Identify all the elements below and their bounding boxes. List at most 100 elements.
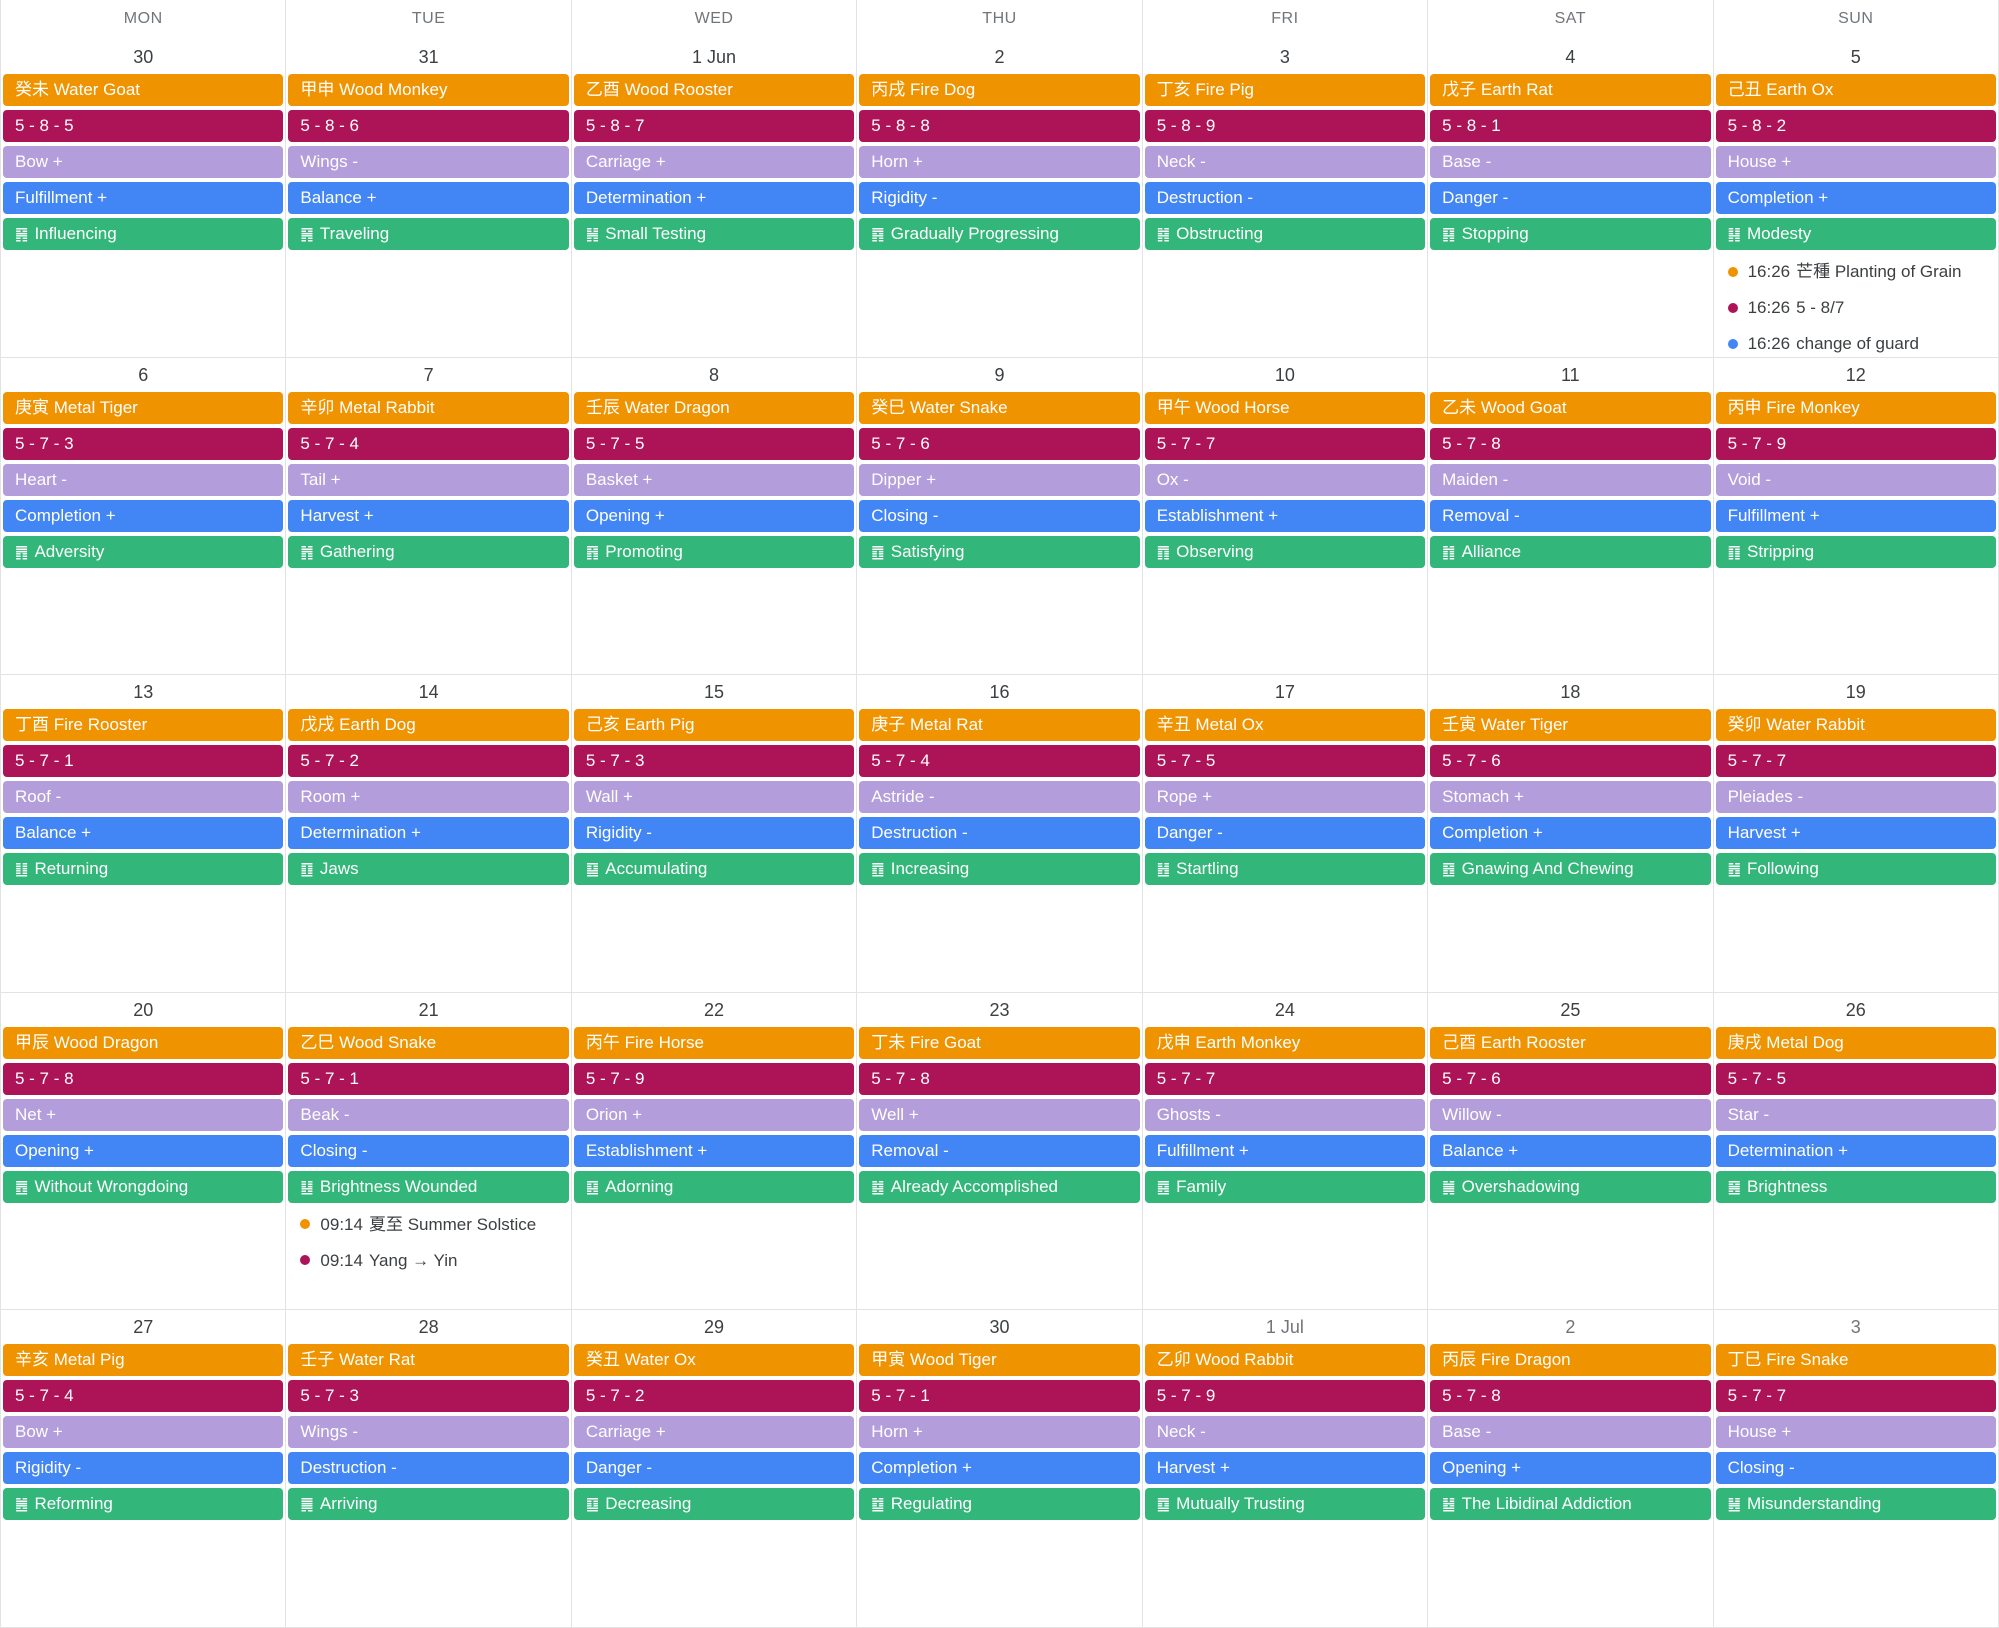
number-event-chip[interactable]: 5 - 7 - 9 xyxy=(573,1062,855,1095)
hexagram-event-chip[interactable]: ䷛ Overshadowing xyxy=(1430,1170,1711,1203)
number-event-chip[interactable]: 5 - 7 - 4 xyxy=(859,745,1140,778)
number-event-chip[interactable]: 5 - 8 - 1 xyxy=(1430,110,1711,142)
number-event-chip[interactable]: 5 - 7 - 7 xyxy=(1715,1380,1996,1413)
mansion-event-chip[interactable]: Willow - xyxy=(1430,1098,1711,1131)
mansion-event-chip[interactable]: Net + xyxy=(3,1098,284,1131)
ganzhi-event-chip[interactable]: 己亥 Earth Pig xyxy=(573,709,855,742)
ganzhi-event-chip[interactable]: 甲申 Wood Monkey xyxy=(288,74,569,106)
day-number[interactable]: 15 xyxy=(704,682,725,703)
hexagram-event-chip[interactable]: ䷳ Stopping xyxy=(1430,218,1711,250)
ganzhi-event-chip[interactable]: 乙未 Wood Goat xyxy=(1430,391,1711,424)
day-number[interactable]: 1 Jul xyxy=(1265,1317,1304,1338)
officer-event-chip[interactable]: Rigidity - xyxy=(859,182,1140,214)
officer-event-chip[interactable]: Establishment + xyxy=(573,1134,855,1167)
day-number[interactable]: 8 xyxy=(709,364,720,385)
officer-event-chip[interactable]: Rigidity - xyxy=(573,817,855,850)
officer-event-chip[interactable]: Destruction - xyxy=(288,1452,569,1485)
ganzhi-event-chip[interactable]: 戊戌 Earth Dog xyxy=(288,709,569,742)
day-number[interactable]: 10 xyxy=(1274,364,1295,385)
day-number[interactable]: 13 xyxy=(133,682,154,703)
day-cell[interactable]: 5 己丑 Earth Ox 5 - 8 - 2 House + Completion +… xyxy=(1713,40,1999,358)
day-cell[interactable]: 7 辛卯 Metal Rabbit 5 - 7 - 4 Tail + Harvest +… xyxy=(286,357,572,676)
hexagram-event-chip[interactable]: ䷚ Jaws xyxy=(288,853,569,886)
timed-event[interactable]: 16:26 芒種 Planting of Grain xyxy=(1716,254,1996,290)
hexagram-event-chip[interactable]: ䷕ Adorning xyxy=(573,1170,855,1203)
hexagram-event-chip[interactable]: ䷝ Brightness xyxy=(1715,1170,1996,1203)
day-number[interactable]: 17 xyxy=(1274,682,1295,703)
mansion-event-chip[interactable]: Roof - xyxy=(3,781,284,814)
ganzhi-event-chip[interactable]: 丁巳 Fire Snake xyxy=(1715,1344,1996,1377)
day-cell[interactable]: 1 Jun 乙酉 Wood Rooster 5 - 8 - 7 Carriage + D… xyxy=(571,40,858,358)
number-event-chip[interactable]: 5 - 7 - 1 xyxy=(3,745,284,778)
number-event-chip[interactable]: 5 - 7 - 9 xyxy=(1715,427,1996,460)
day-cell[interactable]: 2 丙戌 Fire Dog 5 - 8 - 8 Horn + Rigidity - ䷴ Gr… xyxy=(857,40,1143,358)
officer-event-chip[interactable]: Removal - xyxy=(1430,499,1711,532)
timed-event[interactable]: 16:26 5 - 8/7 xyxy=(1716,290,1996,326)
ganzhi-event-chip[interactable]: 丁未 Fire Goat xyxy=(859,1026,1140,1059)
day-cell[interactable]: 24 戊申 Earth Monkey 5 - 7 - 7 Ghosts - Fulfil… xyxy=(1142,992,1429,1311)
number-event-chip[interactable]: 5 - 7 - 6 xyxy=(859,427,1140,460)
officer-event-chip[interactable]: Fulfillment + xyxy=(1715,499,1996,532)
officer-event-chip[interactable]: Destruction - xyxy=(1144,182,1426,214)
day-number[interactable]: 2 xyxy=(1565,1317,1576,1338)
mansion-event-chip[interactable]: Heart - xyxy=(3,463,284,496)
mansion-event-chip[interactable]: Base - xyxy=(1430,146,1711,178)
officer-event-chip[interactable]: Fulfillment + xyxy=(3,182,284,214)
hexagram-event-chip[interactable]: ䷫ Arriving xyxy=(288,1488,569,1521)
mansion-event-chip[interactable]: Ox - xyxy=(1144,463,1426,496)
mansion-event-chip[interactable]: Wings - xyxy=(288,146,569,178)
number-event-chip[interactable]: 5 - 7 - 9 xyxy=(1144,1380,1426,1413)
number-event-chip[interactable]: 5 - 8 - 5 xyxy=(3,110,284,142)
day-cell[interactable]: 15 己亥 Earth Pig 5 - 7 - 3 Wall + Rigidity - ䷙… xyxy=(571,675,858,993)
day-cell[interactable]: 31 甲申 Wood Monkey 5 - 8 - 6 Wings - Balance … xyxy=(286,40,572,358)
ganzhi-event-chip[interactable]: 甲辰 Wood Dragon xyxy=(3,1026,284,1059)
day-cell[interactable]: 6 庚寅 Metal Tiger 5 - 7 - 3 Heart - Completio… xyxy=(1,357,287,676)
day-cell[interactable]: 3 丁亥 Fire Pig 5 - 8 - 9 Neck - Destruction -… xyxy=(1142,40,1429,358)
officer-event-chip[interactable]: Danger - xyxy=(1144,817,1426,850)
day-cell[interactable]: 14 戊戌 Earth Dog 5 - 7 - 2 Room + Determinati… xyxy=(286,675,572,993)
ganzhi-event-chip[interactable]: 辛卯 Metal Rabbit xyxy=(288,391,569,424)
number-event-chip[interactable]: 5 - 8 - 7 xyxy=(573,110,855,142)
hexagram-event-chip[interactable]: ䷰ Reforming xyxy=(3,1488,284,1521)
mansion-event-chip[interactable]: House + xyxy=(1715,1416,1996,1449)
number-event-chip[interactable]: 5 - 7 - 2 xyxy=(288,745,569,778)
hexagram-event-chip[interactable]: ䷦ Obstructing xyxy=(1144,218,1426,250)
mansion-event-chip[interactable]: Wings - xyxy=(288,1416,569,1449)
hexagram-event-chip[interactable]: ䷢ Promoting xyxy=(573,535,855,568)
day-number[interactable]: 22 xyxy=(704,999,725,1020)
day-number[interactable]: 16 xyxy=(989,682,1010,703)
ganzhi-event-chip[interactable]: 乙酉 Wood Rooster xyxy=(573,74,855,106)
officer-event-chip[interactable]: Opening + xyxy=(3,1134,284,1167)
mansion-event-chip[interactable]: Well + xyxy=(859,1098,1140,1131)
day-number[interactable]: 6 xyxy=(138,364,149,385)
day-cell[interactable]: 26 庚戌 Metal Dog 5 - 7 - 5 Star - Determinati… xyxy=(1713,992,1999,1311)
day-number[interactable]: 28 xyxy=(418,1317,439,1338)
number-event-chip[interactable]: 5 - 7 - 7 xyxy=(1144,1062,1426,1095)
ganzhi-event-chip[interactable]: 丙戌 Fire Dog xyxy=(859,74,1140,106)
day-cell[interactable]: 30 甲寅 Wood Tiger 5 - 7 - 1 Horn + Completion… xyxy=(857,1310,1143,1628)
officer-event-chip[interactable]: Danger - xyxy=(573,1452,855,1485)
day-number[interactable]: 24 xyxy=(1274,999,1295,1020)
hexagram-event-chip[interactable]: ䷻ Regulating xyxy=(859,1488,1140,1521)
ganzhi-event-chip[interactable]: 壬辰 Water Dragon xyxy=(573,391,855,424)
day-number[interactable]: 3 xyxy=(1850,1317,1861,1338)
mansion-event-chip[interactable]: Horn + xyxy=(859,146,1140,178)
number-event-chip[interactable]: 5 - 8 - 8 xyxy=(859,110,1140,142)
ganzhi-event-chip[interactable]: 丙申 Fire Monkey xyxy=(1715,391,1996,424)
day-cell[interactable]: 23 丁未 Fire Goat 5 - 7 - 8 Well + Removal - ䷾ A… xyxy=(857,992,1143,1311)
day-cell[interactable]: 19 癸卯 Water Rabbit 5 - 7 - 7 Pleiades - Harv… xyxy=(1713,675,1999,993)
officer-event-chip[interactable]: Completion + xyxy=(1715,182,1996,214)
day-number[interactable]: 25 xyxy=(1560,999,1581,1020)
hexagram-event-chip[interactable]: ䷨ Decreasing xyxy=(573,1488,855,1521)
day-number[interactable]: 30 xyxy=(133,47,154,67)
day-cell[interactable]: 1 Jul 乙卯 Wood Rabbit 5 - 7 - 9 Neck - Harves… xyxy=(1142,1310,1429,1628)
timed-event[interactable]: 09:14 夏至 Summer Solstice xyxy=(288,1207,568,1243)
ganzhi-event-chip[interactable]: 甲寅 Wood Tiger xyxy=(859,1344,1140,1377)
day-number[interactable]: 31 xyxy=(418,47,439,67)
day-cell[interactable]: 13 丁酉 Fire Rooster 5 - 7 - 1 Roof - Balance … xyxy=(1,675,287,993)
mansion-event-chip[interactable]: Neck - xyxy=(1144,1416,1426,1449)
day-number[interactable]: 18 xyxy=(1560,682,1581,703)
day-cell[interactable]: 27 辛亥 Metal Pig 5 - 7 - 4 Bow + Rigidity - ䷰ R… xyxy=(1,1310,287,1628)
hexagram-event-chip[interactable]: ䷐ Following xyxy=(1715,853,1996,886)
day-number[interactable]: 9 xyxy=(994,364,1005,385)
